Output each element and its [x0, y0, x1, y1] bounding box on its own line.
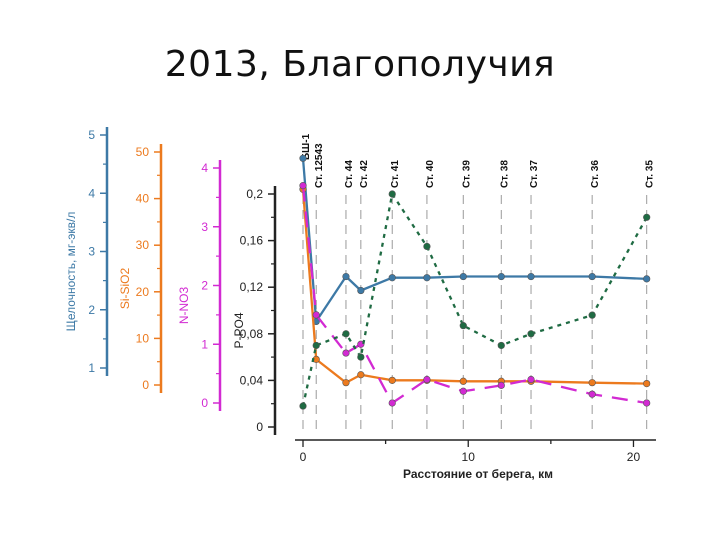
y-tick-label: 0,08	[240, 327, 264, 341]
y-tick-label: 1	[88, 361, 95, 375]
data-point	[342, 272, 350, 281]
y-axis-4: 0 0,04 0,08 0,12 0,16 0,2 P-PO4	[232, 186, 277, 435]
y-tick-label: 3	[201, 220, 208, 234]
y-axis-title: N-NO3	[177, 287, 191, 325]
y-tick-label: 30	[136, 238, 150, 252]
station-label-ст-44: Ст. 44	[344, 160, 355, 188]
slide-title: 2013, Благополучия	[164, 44, 556, 85]
x-tick-label: 10	[462, 450, 476, 464]
data-point	[357, 371, 365, 379]
station-label-ст-38: Ст. 38	[499, 160, 510, 188]
data-point	[342, 330, 350, 338]
data-point	[588, 390, 596, 398]
y-tick-label: 20	[136, 285, 150, 299]
data-point	[588, 379, 596, 387]
y-tick-label: 3	[88, 245, 95, 259]
data-point	[312, 311, 320, 319]
data-point	[312, 341, 320, 350]
series-line	[301, 185, 647, 405]
y-axis-title: Si-SiO2	[118, 268, 132, 310]
station-label-бш-1: БШ-1	[301, 133, 312, 160]
y-tick-label: 2	[88, 303, 95, 317]
y-axis-title: P-PO4	[232, 312, 246, 348]
y-tick-label: 5	[88, 128, 95, 142]
series-2	[299, 185, 651, 388]
data-point	[497, 341, 505, 350]
x-tick-label: 20	[627, 450, 641, 464]
y-tick-label: 2	[201, 279, 208, 293]
data-point	[388, 399, 396, 407]
data-point	[527, 272, 535, 281]
data-point	[497, 381, 505, 389]
series-3	[299, 182, 651, 407]
data-point	[459, 322, 467, 330]
data-point	[388, 190, 396, 198]
y-tick-label: 10	[136, 331, 150, 345]
data-point	[588, 272, 596, 281]
y-tick-label: 0,12	[240, 280, 264, 294]
y-tick-label: 0,04	[240, 373, 264, 387]
data-series	[299, 154, 651, 410]
data-point	[459, 387, 467, 395]
data-point	[643, 399, 651, 407]
station-label-ст-41: Ст. 41	[390, 160, 401, 188]
station-markers: БШ-1 Ст. 12543 Ст. 44 Ст. 42 Ст. 41 Ст. 40 Ст.…	[301, 133, 656, 430]
data-point	[423, 375, 431, 384]
data-point	[388, 274, 396, 282]
station-label-ст-36: Ст. 36	[590, 160, 601, 188]
data-point	[423, 242, 431, 251]
data-point	[459, 272, 467, 281]
series-line	[301, 192, 648, 407]
data-point	[643, 213, 651, 221]
data-point	[342, 349, 350, 357]
y-axis-1: 1 2 3 4 5 Щелочность, мг-экв/л	[64, 127, 109, 376]
data-point	[459, 377, 467, 385]
y-tick-label: 4	[88, 186, 95, 200]
station-label-ст-40: Ст. 40	[425, 160, 436, 188]
station-label-ст-42: Ст. 42	[359, 160, 370, 188]
station-label-ст-39: Ст. 39	[461, 160, 472, 188]
y-tick-label: 0,16	[240, 234, 264, 248]
data-point	[357, 286, 365, 295]
x-axis: 0 10 20 Расстояние от берега, км	[295, 439, 656, 481]
y-axis-3: 0 1 2 3 4 N-NO3	[177, 160, 222, 411]
x-tick-label: 0	[300, 450, 307, 464]
y-tick-label: 40	[136, 192, 150, 206]
data-point	[643, 275, 651, 283]
y-tick-label: 0,2	[246, 187, 263, 201]
data-point	[299, 154, 307, 162]
data-point	[423, 274, 431, 282]
data-point	[299, 402, 307, 410]
series-4	[299, 190, 651, 410]
data-point	[643, 380, 651, 388]
series-1	[299, 154, 651, 326]
y-tick-label: 4	[201, 161, 208, 175]
data-point	[527, 375, 535, 384]
y-axis-title: Щелочность, мг-экв/л	[64, 212, 78, 332]
data-point	[388, 376, 396, 384]
y-tick-label: 0	[201, 396, 208, 410]
data-point	[527, 330, 535, 338]
data-point	[342, 379, 350, 387]
station-label-ст-12543: Ст. 12543	[314, 143, 325, 188]
data-point	[299, 182, 307, 190]
series-line	[301, 189, 647, 385]
y-tick-label: 0	[256, 420, 263, 434]
data-point	[588, 311, 596, 319]
station-label-ст-35: Ст. 35	[645, 160, 656, 188]
data-point	[357, 353, 365, 361]
x-axis-title: Расстояние от берега, км	[403, 467, 553, 481]
y-tick-label: 50	[136, 145, 150, 159]
y-tick-label: 0	[142, 378, 149, 392]
y-axis-2: 0 10 20 30 40 50 Si-SiO2	[118, 144, 163, 393]
y-tick-label: 1	[201, 337, 208, 351]
station-label-ст-37: Ст. 37	[529, 160, 540, 188]
data-point	[497, 272, 505, 281]
